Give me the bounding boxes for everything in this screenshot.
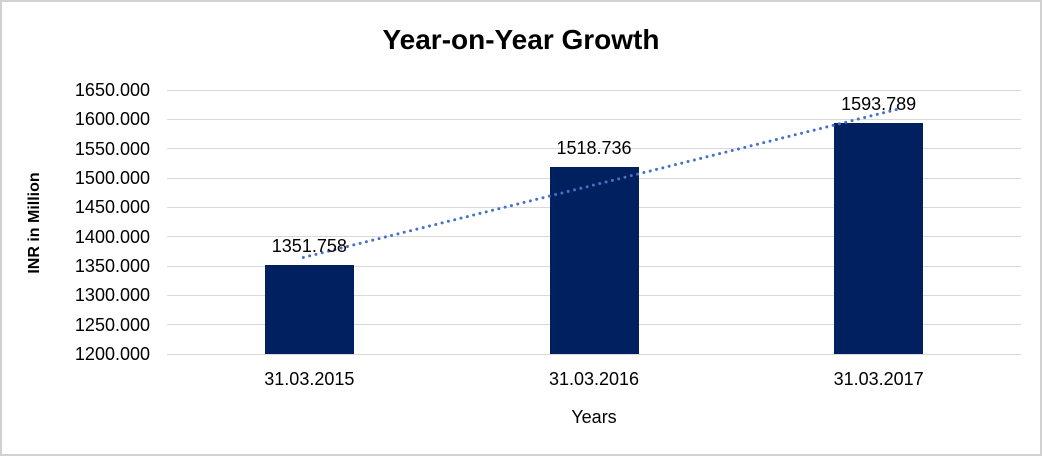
y-axis-tick-label: 1300.000	[74, 285, 150, 306]
y-axis-tick-label: 1500.000	[74, 168, 150, 188]
y-axis-tick-label: 1200.000	[74, 344, 150, 364]
data-label: 1593.789	[841, 93, 917, 114]
x-axis-tick-label: 31.03.2016	[548, 369, 640, 389]
gridline	[167, 89, 1021, 91]
bar	[549, 167, 639, 354]
data-label: 1351.758	[271, 235, 347, 256]
y-axis-tick-label: 1400.000	[74, 226, 150, 247]
data-label: 1518.736	[556, 138, 632, 158]
x-axis-tick-label: 31.03.2015	[264, 369, 355, 389]
gridline	[167, 353, 1021, 355]
y-axis-tick-label: 1600.000	[74, 109, 150, 130]
y-axis-tick-label: 1350.000	[74, 256, 150, 276]
y-axis-tick-label: 1450.000	[74, 197, 150, 218]
x-axis-title: Years	[571, 407, 617, 427]
y-axis-tick-label: 1550.000	[74, 138, 150, 159]
chart-title: Year-on-Year Growth	[382, 24, 660, 55]
bar	[264, 264, 354, 354]
x-axis-tick-label: 31.03.2017	[833, 369, 924, 389]
y-axis-tick-label: 1250.000	[74, 314, 150, 335]
y-axis-tick-label: 1650.000	[74, 80, 150, 100]
bar	[834, 122, 924, 354]
gridline	[167, 118, 1021, 120]
